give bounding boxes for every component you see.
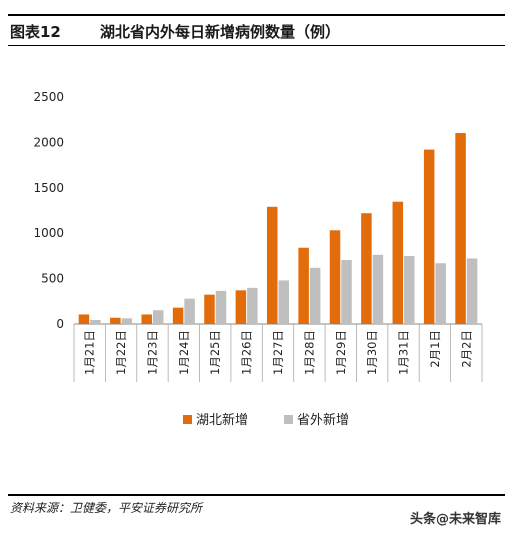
x-tick-label: 1月30日 (365, 330, 379, 375)
bar-outside (247, 287, 258, 324)
x-tick-label: 1月29日 (334, 330, 348, 375)
legend-label: 省外新增 (297, 412, 349, 428)
bar-hubei (329, 230, 341, 324)
figure-header: 图表12 湖北省内外每日新增病例数量（例） (8, 14, 505, 46)
source-note: 资料来源：卫健委，平安证券研究所 (10, 501, 203, 515)
legend-swatch (183, 415, 192, 424)
y-tick-label: 0 (56, 317, 64, 331)
x-tick-label: 1月27日 (271, 330, 285, 375)
bar-hubei (392, 201, 404, 324)
x-tick-label: 1月21日 (83, 330, 97, 375)
y-tick-label: 500 (41, 272, 64, 286)
bar-hubei (204, 294, 215, 324)
figure-footer: 资料来源：卫健委，平安证券研究所 (8, 494, 505, 516)
bar-outside (372, 254, 384, 324)
y-axis: 0 500 1000 1500 2000 2500 (33, 90, 64, 331)
bar-hubei (361, 213, 372, 324)
y-tick-label: 1000 (33, 226, 64, 240)
legend-label: 湖北新增 (196, 412, 248, 428)
y-tick-label: 1500 (33, 181, 64, 195)
x-tick-label: 1月22日 (114, 330, 128, 375)
x-tick-label: 1月26日 (240, 330, 254, 375)
x-axis: 1月21日 1月22日 1月23日 1月24日 1月25日 1月26日 1月27日 1月28日… (73, 323, 483, 382)
x-tick-label: 1月23日 (145, 330, 159, 375)
legend: 湖北新增 省外新增 (183, 412, 349, 428)
bar-hubei (298, 247, 309, 324)
bar-outside (90, 320, 101, 324)
bar-outside (152, 310, 164, 324)
bar-hubei (78, 314, 90, 324)
bar-outside (121, 318, 133, 324)
bar-hubei (455, 133, 466, 324)
bar-outside (341, 259, 352, 324)
legend-swatch (284, 415, 293, 424)
x-tick-label: 1月25日 (208, 330, 222, 375)
bar-outside (309, 267, 321, 324)
bar-hubei (235, 290, 247, 324)
bar-outside (435, 263, 446, 324)
x-tick-label: 2月2日 (459, 330, 473, 368)
x-tick-label: 2月1日 (428, 330, 442, 368)
bar-outside (466, 258, 478, 324)
bar-hubei (110, 317, 121, 324)
x-tick-label: 1月24日 (177, 330, 191, 375)
bar-outside (278, 280, 289, 324)
bar-chart: 0 500 1000 1500 2000 2500 1月21日 1月22日 1月23日 1月24… (33, 90, 483, 428)
bar-outside (184, 298, 195, 324)
bar-hubei (172, 307, 184, 324)
bar-outside (404, 255, 415, 324)
bar-hubei (267, 206, 278, 324)
bar-hubei (423, 149, 435, 324)
bar-outside (215, 290, 227, 324)
bar-hubei (141, 314, 152, 324)
bars (78, 133, 478, 324)
figure-title: 湖北省内外每日新增病例数量（例） (100, 23, 341, 41)
x-tick-label: 1月28日 (302, 330, 316, 375)
y-tick-label: 2000 (33, 135, 64, 149)
figure-label: 图表12 (10, 23, 61, 41)
watermark: 头条@未来智库 (409, 512, 501, 527)
x-tick-label: 1月31日 (397, 330, 411, 375)
y-tick-label: 2500 (33, 90, 64, 104)
